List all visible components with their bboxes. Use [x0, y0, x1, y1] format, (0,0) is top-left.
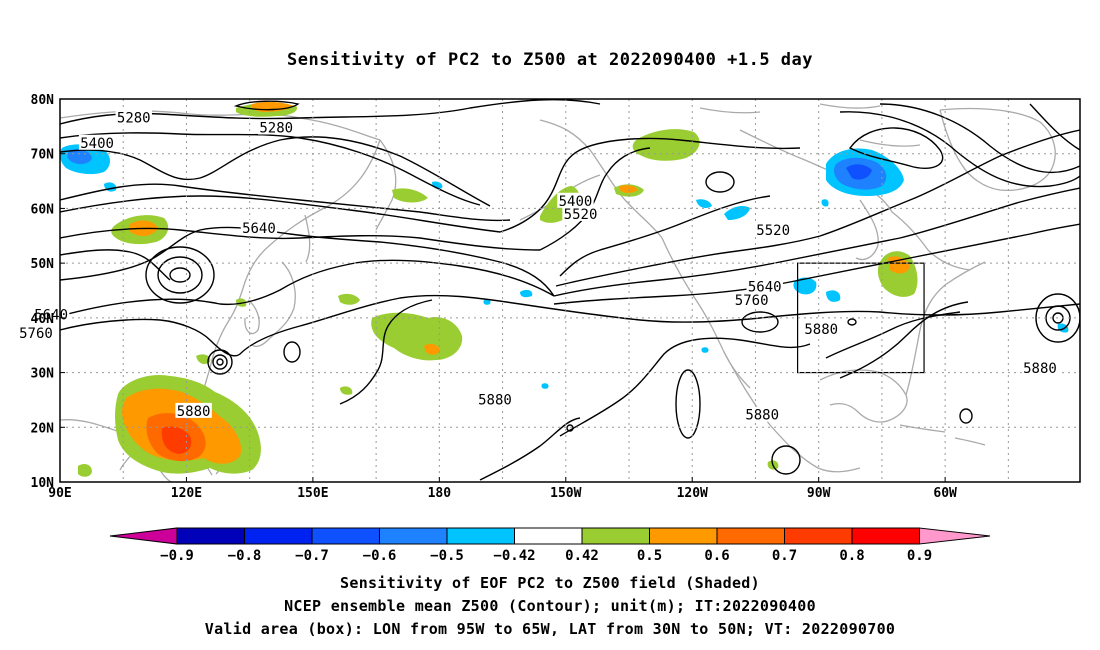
lon-label: 150W	[550, 486, 581, 501]
contour-label-bg	[743, 406, 781, 422]
lat-label: 30N	[31, 367, 55, 382]
colorbar-low-arrow	[109, 527, 178, 545]
lon-label: 180	[428, 486, 452, 501]
contour-label: 5760	[19, 326, 53, 342]
colorbar-swatch	[649, 527, 718, 545]
lat-label: 50N	[31, 257, 55, 272]
footer-line-3: Valid area (box): LON from 95W to 65W, L…	[204, 620, 896, 638]
contour-label: 5520	[756, 223, 790, 239]
map-frame	[59, 98, 1081, 483]
colorbar-swatch	[784, 527, 853, 545]
contour-label-bg	[240, 220, 278, 236]
map-title: Sensitivity of PC2 to Z500 at 2022090400…	[286, 50, 813, 70]
contour-label: 5400	[559, 194, 593, 210]
lon-label: 150E	[297, 486, 328, 501]
colorbar-label: 0.5	[637, 548, 662, 564]
colorbar-swatch	[176, 527, 245, 545]
contour-label-bg	[746, 278, 783, 294]
contour-label: 5640	[748, 280, 782, 296]
lat-label: 60N	[31, 202, 55, 217]
contour-labels: 5280528054005205400552056405520552056405…	[17, 109, 1059, 424]
footer-line-1: Sensitivity of EOF PC2 to Z500 field (Sh…	[340, 574, 760, 592]
lat-label: 80N	[31, 93, 55, 108]
contour-label: 5880	[1023, 361, 1057, 377]
colorbar-label: 0.7	[772, 548, 797, 564]
colorbar-high-arrow	[919, 527, 991, 545]
contour-label-bg	[1021, 360, 1059, 376]
contour-label-bg	[476, 391, 514, 407]
contour-label-bg	[115, 109, 152, 125]
lon-label: 120W	[677, 486, 708, 501]
contour-label: 5880	[804, 322, 838, 338]
lon-label: 120E	[171, 486, 202, 501]
lat-label: 20N	[31, 421, 55, 436]
contour-label: 5880	[177, 404, 211, 420]
colorbar-label: −0.6	[363, 548, 397, 564]
contour-label: 5640	[242, 221, 276, 237]
colorbar-swatch	[244, 527, 313, 545]
colorbar-label: −0.8	[228, 548, 262, 564]
contour-label-bg	[78, 134, 116, 150]
colorbar-label: 0.42	[565, 548, 599, 564]
colorbar-label: 0.9	[907, 548, 932, 564]
contour-label-bg	[258, 119, 295, 135]
contour-label-bg	[175, 402, 212, 418]
contour-label-bg	[733, 291, 770, 307]
contour-label: 5280	[259, 120, 293, 136]
colorbar-swatch	[581, 527, 650, 545]
contour-label-bg	[803, 320, 840, 336]
contour-label-bg	[557, 192, 594, 208]
contour-label-bg	[562, 205, 599, 221]
sensitivity-shading	[60, 101, 1069, 477]
contour-label: 5760	[735, 293, 769, 309]
colorbar-label: −0.9	[160, 548, 194, 564]
lat-label: 70N	[31, 148, 55, 163]
colorbar-label: −0.5	[430, 548, 464, 564]
contour-label: 5400	[80, 136, 114, 152]
colorbar-label: 0.6	[704, 548, 729, 564]
contour-label-bg	[754, 221, 792, 237]
colorbar: −0.9 −0.8 −0.7 −0.6 −0.5 −0.42 0.42 0.5 0.6 0.7 0.…	[109, 527, 991, 564]
contour-label: 5280	[117, 111, 151, 127]
footer-line-2: NCEP ensemble mean Z500 (Contour); unit(…	[284, 597, 816, 615]
colorbar-swatch	[514, 527, 583, 545]
colorbar-swatch	[379, 527, 448, 545]
colorbar-label: −0.7	[295, 548, 329, 564]
colorbar-swatch	[716, 527, 785, 545]
colorbar-label: −0.42	[493, 548, 535, 564]
lon-label: 90W	[807, 486, 831, 501]
lat-label: 10N	[31, 476, 55, 491]
contour-label: 5880	[745, 408, 779, 424]
colorbar-swatch	[446, 527, 515, 545]
z500-contours	[60, 99, 1080, 481]
colorbar-swatch	[851, 527, 920, 545]
lon-label: 90E	[48, 486, 71, 501]
contour-label: 5520	[564, 207, 598, 223]
lon-label: 60W	[933, 486, 957, 501]
lat-label: 40N	[31, 312, 55, 327]
contour-label: 5880	[478, 392, 512, 408]
colorbar-swatch	[311, 527, 380, 545]
contour-label-bg	[17, 325, 55, 341]
colorbar-label: 0.8	[839, 548, 864, 564]
